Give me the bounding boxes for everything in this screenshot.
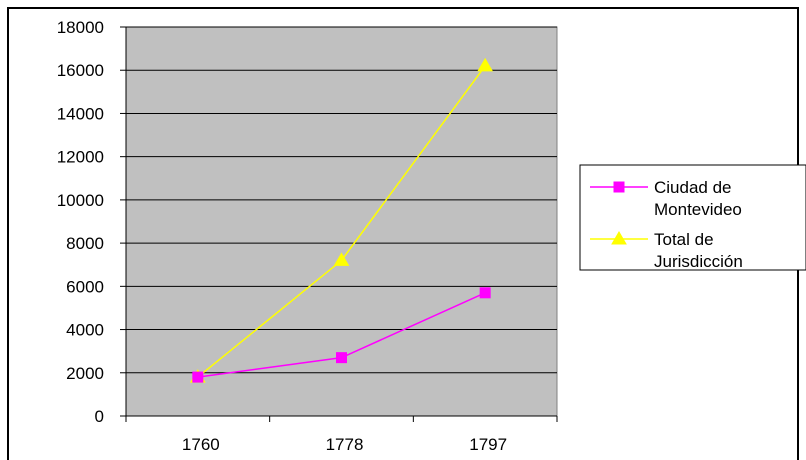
series-0 <box>192 287 491 383</box>
y-tick-label-4000: 4000 <box>66 321 104 340</box>
x-tick-label-1797: 1797 <box>469 435 507 454</box>
legend-item-1: Total de Jurisdicción <box>590 230 743 271</box>
data-point-0-1760 <box>192 371 204 383</box>
data-point-0-1778 <box>336 352 347 364</box>
y-tick-label-12000: 12000 <box>57 148 104 167</box>
data-point-1-1778 <box>333 252 350 266</box>
y-tick-label-2000: 2000 <box>66 364 104 383</box>
series-group <box>189 57 494 383</box>
y-tick-label-10000: 10000 <box>57 191 104 210</box>
data-point-0-1797 <box>479 287 491 299</box>
gridlines <box>126 26 557 374</box>
y-tick-label-8000: 8000 <box>66 234 104 253</box>
y-tick-label-16000: 16000 <box>57 61 104 80</box>
legend-label-0-0: Ciudad de <box>654 178 732 197</box>
y-tick-label-14000: 14000 <box>57 104 104 123</box>
legend-label-1-0: Total de <box>654 230 714 249</box>
legend-swatch-marker-0 <box>613 181 625 193</box>
legend-swatch-marker-1 <box>611 231 627 245</box>
y-tick-label-0: 0 <box>95 407 104 426</box>
x-tick-label-1760: 1760 <box>182 435 220 454</box>
plot-area <box>125 26 558 417</box>
y-tick-label-18000: 18000 <box>57 18 104 37</box>
legend-item-0: Ciudad de Montevideo <box>590 178 742 219</box>
legend-label-1-1: Jurisdicción <box>654 252 743 271</box>
x-axis-ticks: 1760 1778 1797 <box>125 416 558 454</box>
y-tick-label-6000: 6000 <box>66 277 104 296</box>
x-tick-label-1778: 1778 <box>326 435 364 454</box>
axes <box>125 27 557 417</box>
data-point-1-1797 <box>477 57 494 72</box>
legend: Ciudad de Montevideo Total de Jurisdicción <box>579 164 806 271</box>
y-axis-ticks: 0 2000 4000 6000 8000 10000 12000 14000 16000 180… <box>57 18 126 426</box>
legend-label-0-1: Montevideo <box>654 200 742 219</box>
